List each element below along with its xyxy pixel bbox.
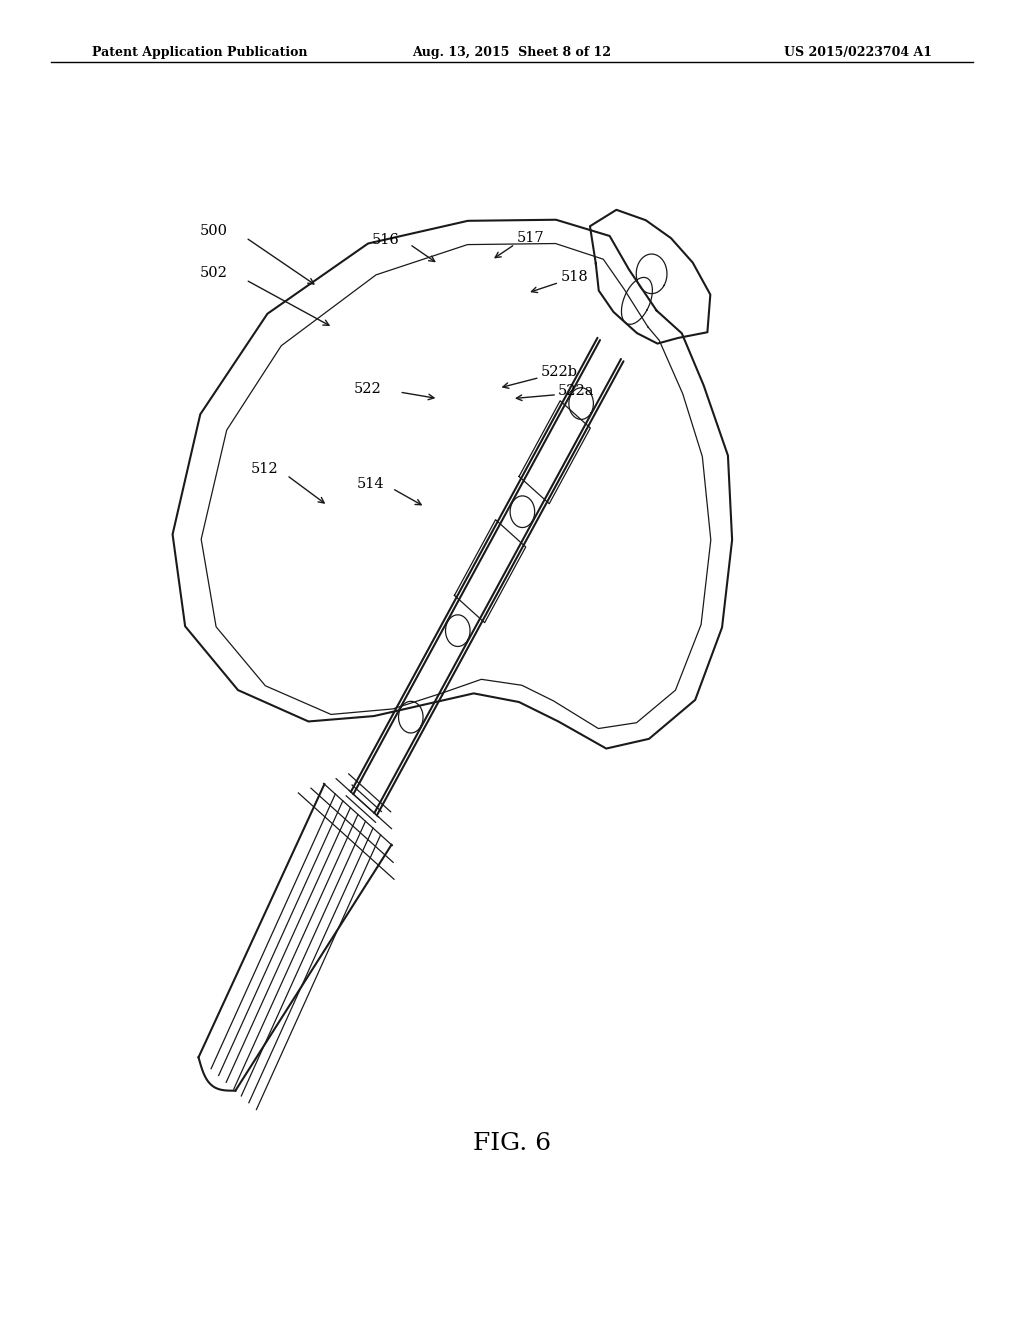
Text: 514: 514 — [356, 478, 384, 491]
Text: 516: 516 — [372, 234, 399, 247]
Text: Aug. 13, 2015  Sheet 8 of 12: Aug. 13, 2015 Sheet 8 of 12 — [413, 46, 611, 59]
Text: US 2015/0223704 A1: US 2015/0223704 A1 — [783, 46, 932, 59]
Text: 522: 522 — [353, 383, 381, 396]
Text: 512: 512 — [251, 462, 279, 475]
Text: 500: 500 — [200, 224, 227, 238]
Text: 502: 502 — [200, 267, 227, 280]
Text: FIG. 6: FIG. 6 — [473, 1133, 551, 1155]
Text: 522a: 522a — [558, 384, 595, 397]
Text: Patent Application Publication: Patent Application Publication — [92, 46, 307, 59]
Text: 518: 518 — [561, 271, 589, 284]
Text: 522b: 522b — [541, 366, 578, 379]
Text: 517: 517 — [517, 231, 545, 244]
